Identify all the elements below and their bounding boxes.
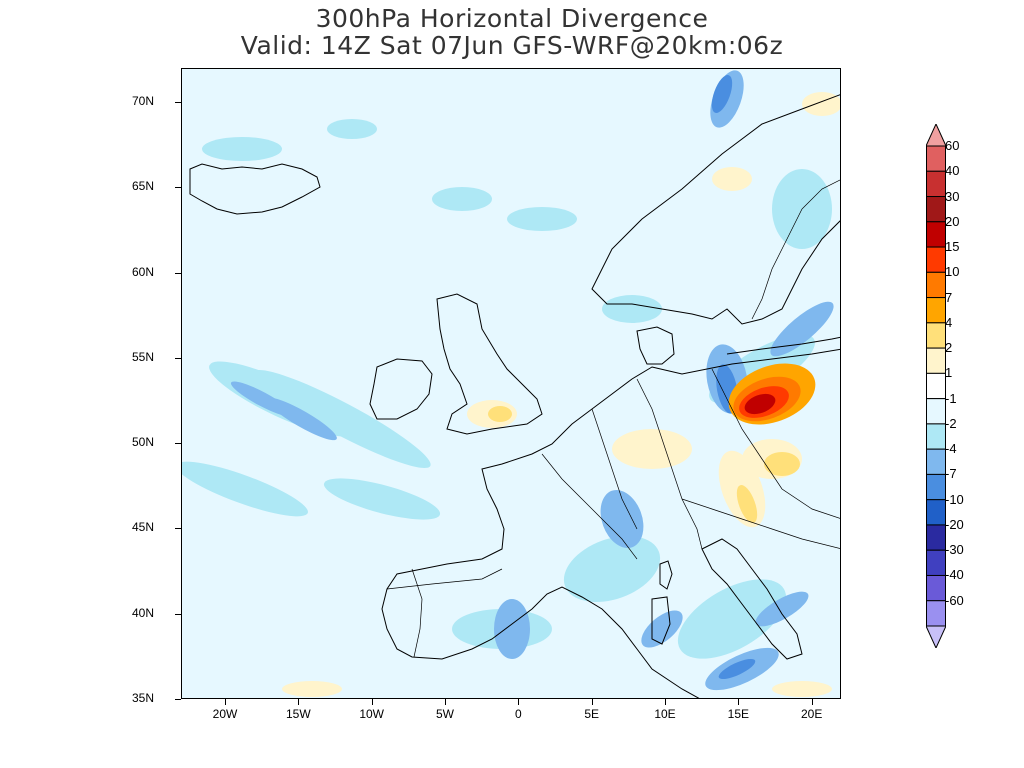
lat-tick [175,443,181,445]
lat-tick-label: 40N [131,605,154,620]
lat-tick [175,528,181,530]
colorbar-segment [926,221,946,248]
lon-tick [591,699,593,705]
colorbar-label: -40 [945,567,964,583]
lon-tick-label: 5E [584,707,599,721]
lon-tick-label: 15E [727,707,749,721]
lat-tick [175,272,181,274]
coast-ireland [369,358,433,420]
colorbar-label: -4 [945,441,957,457]
colorbar-label: -30 [945,542,964,558]
lon-tick-label: 20W [212,707,238,721]
lat-tick [175,357,181,359]
lon-tick-label: 5W [436,707,454,721]
coast-great-britain [436,293,543,435]
lon-tick [445,699,446,705]
map-subtitle: Valid: 14Z Sat 07Jun GFS-WRF@20km:06z [240,31,784,60]
lon-tick-label: 10E [654,707,676,721]
lat-tick-label: 65N [131,179,154,194]
lon-tick [738,699,740,705]
coast-sardinia [651,596,671,645]
colorbar-segment [926,347,946,374]
colorbar-segment [926,549,946,576]
lat-tick [175,613,181,615]
lat-tick-label: 35N [131,691,154,705]
colorbar-label: 2 [945,340,953,356]
lat-tick [175,102,181,104]
colorbar-segment [926,246,946,273]
colorbar-segment [926,600,946,627]
map-canvas [182,69,840,698]
map-panel [181,68,841,699]
coast-iceland [189,163,321,215]
colorbar-segment [926,145,946,172]
lat-tick-label: 50N [131,435,154,450]
colorbar-segment [926,499,946,526]
lon-tick [518,699,520,705]
colorbar-label: 40 [945,163,960,179]
colorbar-segment [926,170,946,198]
lon-tick [665,699,666,705]
colorbar-label: 10 [945,264,960,280]
colorbar-segment [926,423,946,450]
lon-tick-label: 10W [359,707,384,721]
lon-tick [298,699,300,705]
colorbar-label: 4 [945,314,953,330]
lat-tick-label: 60N [131,264,154,279]
divergence-max-area [728,363,816,425]
country-borders [386,179,840,658]
lon-tick [225,699,226,705]
colorbar-label: -60 [945,592,964,608]
coast-denmark [636,326,675,365]
colorbar-segment [926,322,946,349]
coastlines [189,94,840,698]
coast-corsica [659,560,673,590]
colorbar-label: 30 [945,188,960,204]
colorbar-segment [926,297,946,324]
lon-tick-label: 20E [800,707,823,721]
coast-italy [701,538,803,660]
lat-tick [175,187,181,189]
lon-tick-label: 0 [514,707,522,721]
colorbar-label: 1 [945,365,953,381]
colorbar-label: 20 [945,213,960,229]
coast-scandinavia [591,94,840,325]
lon-tick [371,699,373,705]
colorbar-label: -1 [945,390,957,406]
lat-tick [175,699,181,700]
colorbar-bottom-triangle [926,625,946,648]
lat-tick-label: 70N [131,94,154,109]
lat-tick-label: 55N [131,349,154,364]
colorbar-segment [926,524,946,551]
colorbar [926,124,946,648]
colorbar-segment [926,271,946,299]
colorbar-segment [926,448,946,475]
colorbar-label: 7 [945,289,953,305]
colorbar-label: -7 [945,466,957,482]
colorbar-segment [926,398,946,425]
lon-tick-label: 15W [285,707,311,721]
divergence-field [182,70,840,697]
colorbar-label: 15 [945,239,960,255]
map-title: 300hPa Horizontal Divergence [315,4,709,33]
coast-baltic [726,336,840,355]
colorbar-label: 60 [945,138,960,153]
colorbar-label: -20 [945,516,964,532]
colorbar-segment [926,473,946,501]
colorbar-segment [926,372,946,400]
lat-tick-label: 45N [131,520,154,535]
colorbar-segment [926,574,946,602]
coast-continent [381,348,840,698]
colorbar-segment [926,196,946,223]
lon-tick [811,699,813,705]
colorbar-label: -2 [945,415,957,431]
colorbar-label: -10 [945,491,964,507]
colorbar-top-triangle [926,124,946,147]
